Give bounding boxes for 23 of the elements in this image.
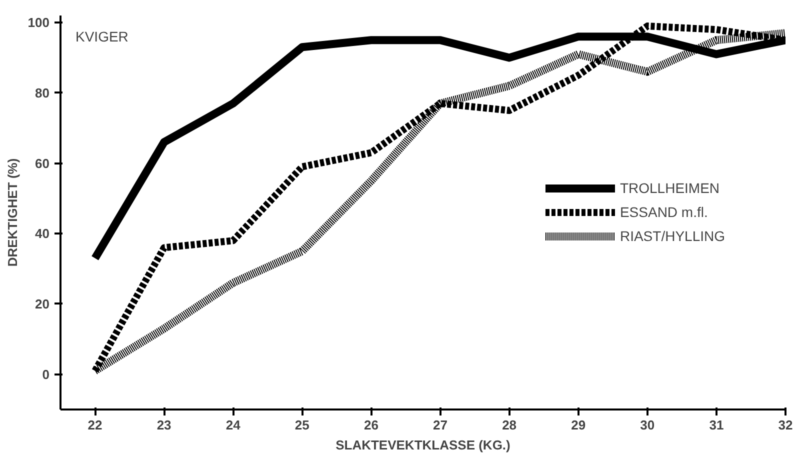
x-tick-label: 27 [433, 418, 448, 432]
y-tick-label: 80 [35, 85, 50, 100]
x-tick-label: 24 [226, 418, 242, 432]
x-tick-label: 25 [294, 418, 310, 432]
y-tick-label: 40 [35, 226, 50, 242]
y-tick-label: 100 [28, 15, 50, 30]
x-axis-title: SLAKTEVEKTKLASSE (KG.) [336, 438, 510, 452]
y-tick-label: 0 [42, 366, 50, 382]
y-axis-title: DREKTIGHET (%) [4, 158, 20, 267]
x-tick-label: 22 [88, 418, 102, 432]
x-tick-label: 32 [778, 418, 793, 432]
legend-label: RIAST/HYLLING [620, 228, 725, 244]
x-tick-label: 30 [640, 418, 655, 432]
x-tick-label: 26 [364, 418, 378, 432]
y-tick-label: 60 [35, 156, 50, 171]
legend-label: ESSAND m.fl. [620, 204, 708, 220]
y-tick-label: 20 [35, 296, 50, 312]
legend-label: TROLLHEIMEN [620, 180, 720, 196]
x-tick-label: 28 [502, 418, 517, 432]
x-tick-label: 31 [709, 418, 724, 432]
x-tick-label: 29 [571, 418, 586, 432]
annotation: KVIGER [76, 28, 128, 44]
x-tick-label: 23 [156, 418, 172, 432]
